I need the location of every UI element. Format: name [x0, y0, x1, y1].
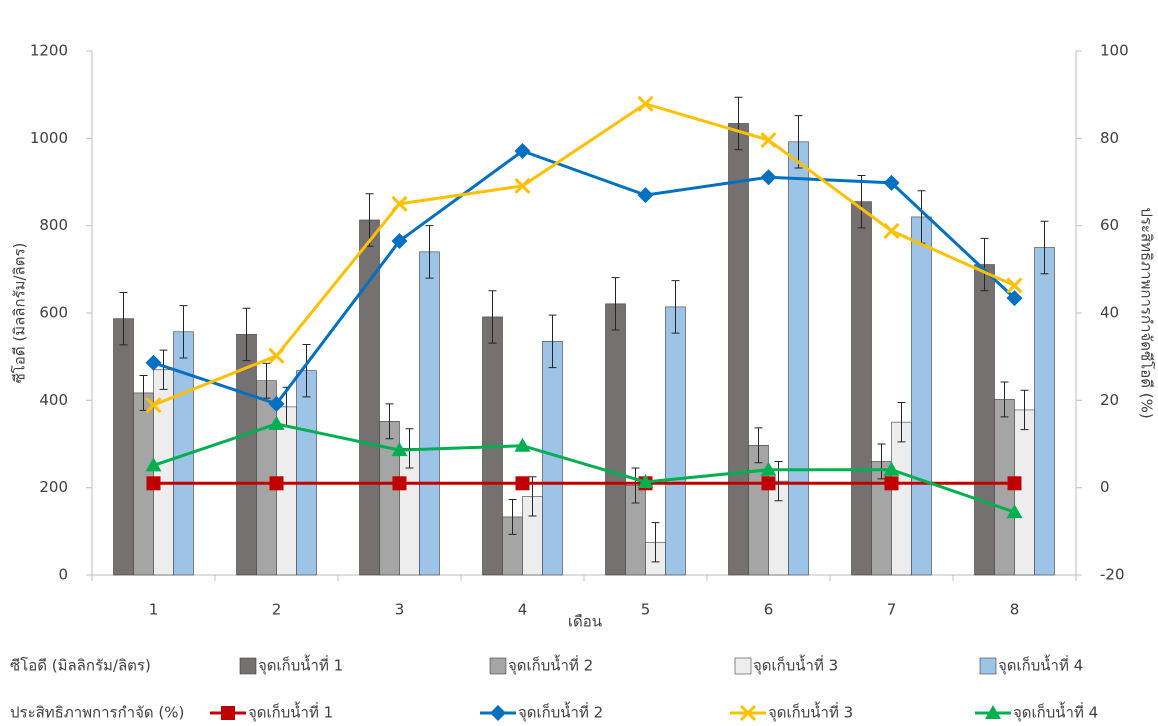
legend-label: จุดเก็บน้ำที่ 3 — [753, 655, 838, 676]
legend-label: จุดเก็บน้ำที่ 4 — [998, 655, 1083, 676]
y2-tick-label: 100 — [1100, 42, 1129, 60]
bar — [729, 123, 749, 575]
bar — [666, 307, 686, 575]
bar — [380, 421, 400, 575]
line-marker — [393, 476, 407, 490]
line-marker — [762, 476, 776, 490]
y-tick-label: 1000 — [30, 129, 68, 147]
bar — [975, 265, 995, 575]
line-marker — [638, 187, 654, 203]
bar — [749, 445, 769, 575]
x-tick-label: 3 — [395, 601, 405, 619]
bar — [1035, 248, 1055, 576]
line-marker — [270, 476, 284, 490]
x-axis-title: เดือน — [568, 613, 602, 631]
bar — [892, 422, 912, 575]
line-marker — [885, 476, 899, 490]
line-marker — [146, 355, 162, 371]
legend-marker — [490, 705, 506, 721]
x-tick-label: 5 — [641, 601, 651, 619]
y2-tick-label: 80 — [1100, 129, 1119, 147]
y2-tick-label: 0 — [1100, 478, 1110, 496]
legend-swatch — [980, 658, 996, 674]
legend-label: จุดเก็บน้ำที่ 1 — [258, 655, 343, 676]
line — [154, 151, 1015, 404]
legend-label: จุดเก็บน้ำที่ 3 — [768, 702, 853, 723]
legend-swatch — [240, 658, 256, 674]
legend-swatch — [490, 658, 506, 674]
legend-swatch — [735, 658, 751, 674]
legend-group-label: ซีโอดี (มิลลิกรัม/ลิตร) — [10, 657, 151, 675]
y2-tick-label: 60 — [1100, 216, 1119, 234]
y2-axis-title: ประสิทธิภาพการกำจัดซีโอดี (%) — [1138, 207, 1156, 418]
y2-tick-label: 40 — [1100, 304, 1119, 322]
x-tick-label: 4 — [518, 601, 528, 619]
legend-label: จุดเก็บน้ำที่ 4 — [1013, 702, 1098, 723]
line-marker — [761, 169, 777, 185]
bar — [852, 202, 872, 575]
y-tick-label: 600 — [39, 304, 68, 322]
bar — [297, 371, 317, 575]
bar — [606, 304, 626, 575]
y2-tick-label: 20 — [1100, 391, 1119, 409]
bar — [277, 407, 297, 575]
y-tick-label: 800 — [39, 216, 68, 234]
y-tick-label: 200 — [39, 478, 68, 496]
bar — [114, 319, 134, 575]
bar — [912, 217, 932, 575]
legend-label: จุดเก็บน้ำที่ 2 — [508, 655, 593, 676]
x-tick-label: 8 — [1010, 601, 1020, 619]
legend-marker — [221, 706, 235, 720]
legend-label: จุดเก็บน้ำที่ 2 — [518, 702, 603, 723]
line-marker — [1008, 476, 1022, 490]
line-marker — [516, 476, 530, 490]
line-marker — [885, 224, 899, 238]
chart: ซีโอดี (มิลลิกรัม/ลิตร) ประสิทธิภาพการกำ… — [0, 0, 1158, 726]
bar — [789, 142, 809, 575]
x-tick-label: 2 — [272, 601, 282, 619]
x-tick-label: 6 — [764, 601, 774, 619]
x-tick-label: 1 — [149, 601, 159, 619]
bar — [420, 252, 440, 575]
legend-group-label: ประสิทธิภาพการกำจัด (%) — [10, 704, 184, 722]
legend-label: จุดเก็บน้ำที่ 1 — [248, 702, 333, 723]
y-tick-label: 1200 — [30, 42, 68, 60]
bar — [1015, 410, 1035, 575]
line-marker — [270, 349, 284, 363]
line-marker — [147, 476, 161, 490]
x-tick-label: 7 — [887, 601, 897, 619]
y-tick-label: 0 — [58, 566, 68, 584]
y2-tick-label: -20 — [1100, 566, 1125, 584]
y-tick-label: 400 — [39, 391, 68, 409]
y-axis-title: ซีโอดี (มิลลิกรัม/ลิตร) — [11, 243, 29, 384]
